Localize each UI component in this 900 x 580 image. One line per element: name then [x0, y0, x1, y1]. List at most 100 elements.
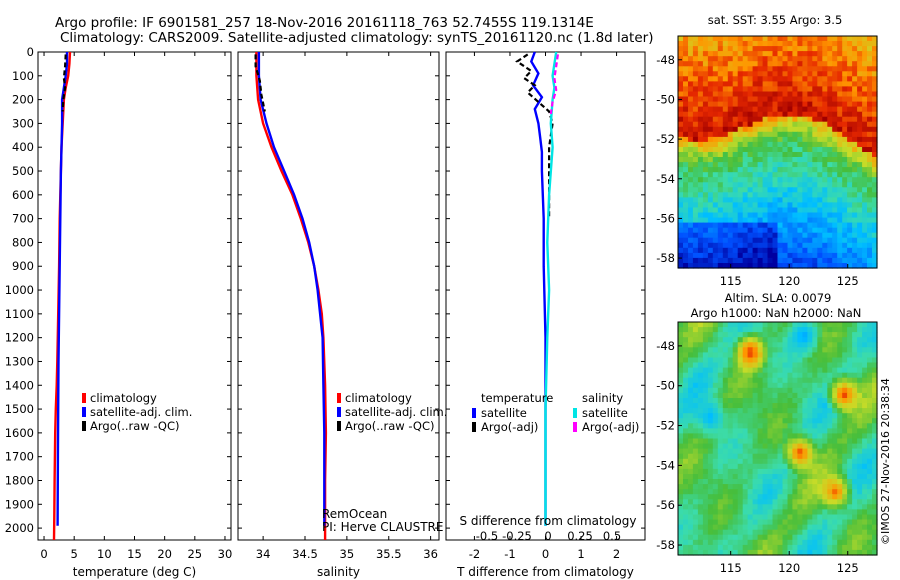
sst-cell — [862, 121, 868, 128]
sla-cell — [862, 484, 868, 490]
sla-cell — [827, 509, 833, 516]
sst-cell — [847, 76, 853, 82]
sst-cell — [692, 222, 699, 229]
sla-cell — [822, 458, 828, 465]
sla-cell — [767, 484, 774, 490]
sla-cell — [712, 423, 719, 429]
sla-cell — [792, 418, 798, 424]
sla-cell — [772, 489, 779, 495]
sst-cell — [787, 71, 794, 77]
sst-cell — [722, 91, 729, 98]
sla-cell — [688, 529, 694, 536]
sst-cell — [857, 56, 863, 62]
sst-cell — [767, 91, 774, 98]
sst-cell — [732, 101, 739, 108]
sst-cell — [692, 177, 699, 183]
temperature-xtick-label: 15 — [127, 547, 142, 561]
sla-cell — [683, 474, 689, 480]
sst-cell — [727, 66, 734, 72]
sst-cell — [688, 242, 694, 249]
sla-cell — [862, 529, 868, 536]
sst-cell — [683, 66, 689, 72]
sla-cell — [752, 519, 759, 526]
sla-cell — [802, 529, 808, 536]
sst-cell — [827, 222, 833, 229]
sla-cell — [767, 519, 774, 526]
sst-cell — [707, 61, 714, 67]
sst-cell — [732, 152, 739, 158]
sst-cell — [857, 263, 863, 269]
sst-cell — [742, 36, 749, 42]
sla-cell — [712, 332, 719, 338]
sla-cell — [812, 382, 818, 389]
sst-cell — [712, 96, 719, 103]
sst-cell — [702, 36, 709, 42]
sla-cell — [702, 499, 709, 505]
sla-cell — [822, 544, 828, 551]
sla-cell — [782, 479, 789, 485]
sla-cell — [792, 514, 798, 521]
sst-cell — [857, 207, 863, 214]
sst-cell — [732, 41, 739, 47]
sla-cell — [772, 322, 779, 328]
sst-cell — [697, 111, 704, 118]
sla-cell — [772, 499, 779, 505]
sst-cell — [707, 232, 714, 239]
sst-cell — [727, 126, 734, 133]
sla-cell — [717, 367, 724, 374]
sla-cell — [717, 377, 724, 384]
sla-cell — [837, 479, 843, 485]
sst-cell — [697, 76, 704, 82]
sst-cell — [688, 36, 694, 42]
sst-cell — [747, 126, 754, 133]
sla-cell — [822, 489, 828, 495]
sla-cell — [837, 544, 843, 551]
sla-cell — [767, 408, 774, 414]
sst-cell — [817, 41, 823, 47]
sst-cell — [737, 111, 744, 118]
sst-cell — [727, 257, 734, 264]
sst-cell — [782, 91, 789, 98]
sla-cell — [747, 544, 754, 551]
sst-cell — [822, 131, 828, 138]
sst-cell — [678, 116, 684, 123]
sst-cell — [867, 41, 873, 47]
sla-cell — [842, 474, 848, 480]
sst-cell — [862, 242, 868, 249]
sst-cell — [802, 71, 808, 77]
sla-cell — [732, 479, 739, 485]
sst-cell — [732, 86, 739, 92]
sst-cell — [757, 192, 764, 198]
sla-cell — [837, 347, 843, 353]
sla-cell — [872, 463, 878, 470]
sla-cell — [797, 342, 803, 348]
sla-cell — [822, 428, 828, 435]
sla-cell — [812, 418, 818, 424]
sst-cell — [792, 131, 798, 138]
sla-cell — [857, 433, 863, 440]
sst-cell — [792, 247, 798, 254]
sst-cell — [678, 56, 684, 62]
sst-cell — [832, 257, 838, 264]
sst-cell — [767, 242, 774, 249]
sla-cell — [717, 534, 724, 541]
sst-cell — [857, 247, 863, 254]
sst-cell — [712, 202, 719, 208]
sst-cell — [678, 91, 684, 98]
sst-cell — [872, 197, 878, 203]
sst-cell — [792, 41, 798, 47]
sst-cell — [817, 86, 823, 92]
sst-cell — [872, 46, 878, 52]
sla-cell — [712, 322, 719, 328]
sst-cell — [732, 36, 739, 42]
sst-cell — [692, 81, 699, 87]
sla-cell — [867, 372, 873, 379]
temperature-ytick-label: 500 — [12, 164, 34, 178]
sst-cell — [727, 136, 734, 143]
sla-cell — [732, 529, 739, 536]
sla-cell — [867, 403, 873, 409]
sla-cell — [727, 398, 734, 404]
sla-cell — [792, 489, 798, 495]
sla-cell — [862, 539, 868, 546]
sst-cell — [692, 187, 699, 193]
